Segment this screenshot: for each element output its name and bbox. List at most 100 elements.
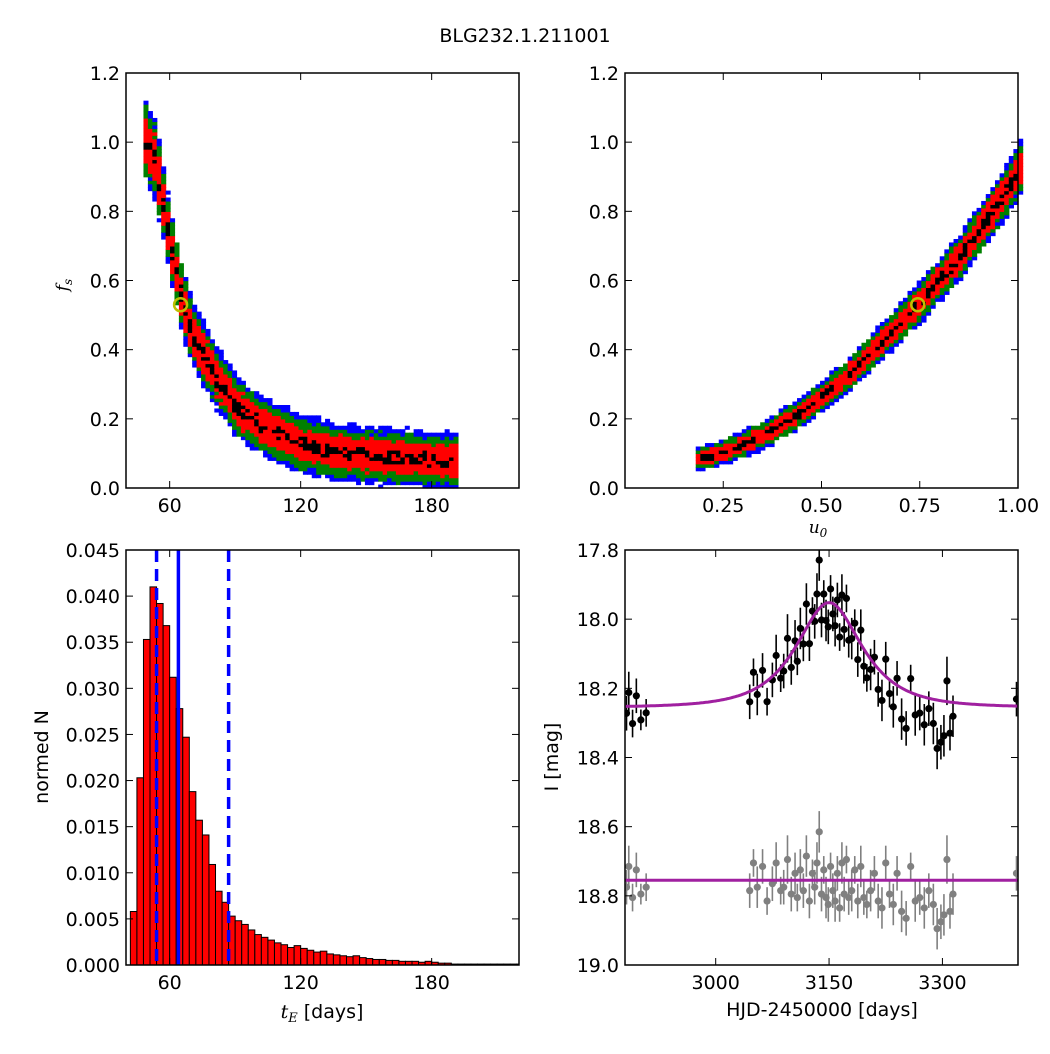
posterior-cell: [152, 121, 158, 126]
posterior-cell: [205, 356, 211, 361]
posterior-cell: [902, 325, 909, 330]
posterior-cell: [249, 391, 255, 396]
posterior-cell: [893, 322, 899, 327]
posterior-cell: [418, 456, 424, 461]
posterior-cell: [440, 456, 446, 461]
posterior-cell: [329, 432, 335, 437]
posterior-cell: [152, 159, 158, 164]
posterior-cell: [916, 294, 922, 299]
posterior-cell: [449, 453, 455, 458]
posterior-cell: [192, 332, 198, 337]
posterior-cell: [852, 373, 858, 378]
posterior-cell: [320, 422, 326, 427]
posterior-cell: [320, 425, 326, 430]
residual-point: [768, 880, 776, 888]
posterior-cell: [783, 429, 789, 434]
posterior-cell: [333, 477, 339, 482]
posterior-cell: [236, 425, 242, 430]
posterior-cell: [444, 463, 450, 468]
posterior-cell: [285, 456, 291, 461]
posterior-cell: [994, 204, 1001, 209]
posterior-cell: [387, 474, 393, 479]
posterior-cell: [378, 456, 384, 461]
posterior-cell: [916, 283, 922, 289]
posterior-cell: [183, 328, 189, 333]
posterior-cell: [236, 387, 242, 392]
posterior-cell: [962, 249, 968, 254]
posterior-cell: [249, 401, 255, 406]
posterior-cell: [935, 263, 941, 268]
posterior-cell: [378, 436, 384, 441]
posterior-cell: [156, 211, 162, 216]
posterior-cell: [254, 411, 260, 416]
residual-point: [845, 893, 853, 902]
posterior-cell: [364, 446, 370, 451]
posterior-cell: [232, 429, 238, 434]
posterior-cell: [302, 429, 308, 434]
posterior-cell: [307, 449, 313, 455]
posterior-cell: [898, 322, 904, 327]
posterior-cell: [156, 145, 162, 150]
posterior-cell: [307, 436, 313, 441]
posterior-cell: [302, 460, 308, 465]
posterior-cell: [351, 422, 357, 427]
posterior-cell: [156, 207, 162, 212]
posterior-cell: [1004, 166, 1010, 171]
posterior-cell: [925, 280, 932, 285]
posterior-cell: [347, 460, 353, 465]
data-point: [878, 696, 886, 705]
residual-point: [916, 893, 924, 902]
posterior-cell: [152, 145, 158, 150]
posterior-cell: [342, 443, 348, 448]
hist-bar: [136, 777, 144, 966]
posterior-cell: [962, 232, 968, 237]
posterior-cell: [240, 415, 246, 420]
posterior-cell: [948, 277, 955, 282]
posterior-cell: [356, 453, 362, 458]
posterior-cell: [152, 166, 158, 171]
posterior-cell: [338, 443, 344, 448]
posterior-cell: [971, 252, 978, 257]
posterior-cell: [187, 328, 193, 333]
posterior-cell: [227, 405, 233, 410]
posterior-cell: [294, 415, 300, 420]
posterior-cell: [723, 443, 729, 448]
posterior-cell: [815, 405, 821, 410]
posterior-cell: [824, 398, 830, 403]
posterior-cell: [921, 287, 927, 292]
posterior-cell: [792, 415, 798, 420]
posterior-cell: [930, 266, 936, 271]
posterior-cell: [249, 446, 255, 451]
posterior-cell: [760, 432, 766, 437]
posterior-cell: [351, 439, 357, 444]
posterior-cell: [351, 463, 357, 468]
posterior-cell: [409, 460, 415, 465]
posterior-cell: [893, 328, 899, 333]
posterior-cell: [981, 218, 987, 223]
posterior-cell: [971, 232, 978, 237]
posterior-cell: [289, 446, 295, 451]
posterior-cell: [165, 221, 171, 226]
posterior-cell: [373, 449, 379, 455]
posterior-cell: [156, 166, 162, 171]
posterior-cell: [400, 463, 406, 468]
posterior-cell: [760, 439, 766, 444]
posterior-cell: [1008, 204, 1014, 209]
posterior-cell: [143, 173, 149, 178]
posterior-cell: [227, 411, 233, 416]
posterior-cell: [187, 290, 193, 295]
posterior-cell: [240, 380, 246, 385]
posterior-cell: [704, 456, 711, 461]
posterior-cell: [147, 128, 153, 133]
posterior-cell: [723, 446, 729, 451]
posterior-cell: [418, 470, 424, 475]
posterior-cell: [999, 183, 1005, 188]
posterior-cell: [852, 370, 858, 375]
posterior-cell: [223, 401, 229, 406]
posterior-cell: [962, 270, 968, 275]
posterior-cell: [360, 477, 366, 482]
posterior-cell: [298, 449, 304, 455]
residual-point: [940, 911, 948, 919]
posterior-cell: [1013, 166, 1019, 171]
posterior-cell: [916, 297, 922, 302]
